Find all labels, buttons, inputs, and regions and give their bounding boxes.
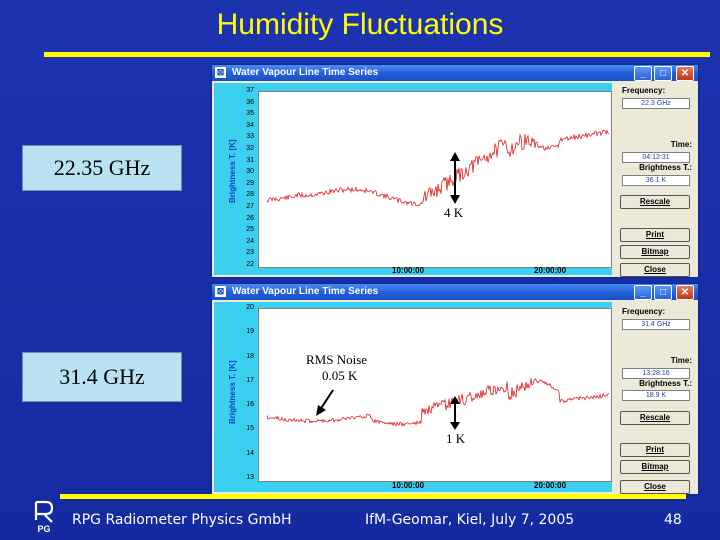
close-icon[interactable]: ✕ xyxy=(676,66,694,81)
y-tick: 37 xyxy=(246,87,254,94)
window-titlebar[interactable]: ⊠ Water Vapour Line Time Series _ □ ✕ xyxy=(212,284,698,300)
window-title: Water Vapour Line Time Series xyxy=(232,286,379,297)
y-tick: 32 xyxy=(246,145,254,152)
y-tick: 23 xyxy=(246,249,254,257)
time-value: 04:12:31 xyxy=(622,152,690,163)
close-button[interactable]: Close xyxy=(620,480,690,494)
footer-event: IfM-Geomar, Kiel, July 7, 2005 xyxy=(365,512,575,528)
time-label: Time: xyxy=(670,140,692,149)
x-tick: 10:00:00 xyxy=(392,481,425,490)
frequency-label-22ghz: 22.35 GHz xyxy=(22,145,182,191)
brightness-trace-22ghz xyxy=(266,129,610,207)
app-icon: ⊠ xyxy=(215,67,226,78)
annotation-rms-line2: 0.05 K xyxy=(322,368,358,383)
y-tick: 33 xyxy=(246,133,254,141)
time-value: 13:28:16 xyxy=(622,368,690,379)
brightness-value: 36.1 K xyxy=(622,175,690,186)
print-button[interactable]: Print xyxy=(620,228,690,242)
page-number: 48 xyxy=(664,512,682,528)
frequency-label-31ghz: 31.4 GHz xyxy=(22,352,182,402)
y-tick: 14 xyxy=(246,449,254,457)
app-icon: ⊠ xyxy=(215,286,226,297)
footer-divider xyxy=(60,494,686,499)
annotation-4k: 4 K xyxy=(444,205,464,220)
minimize-icon[interactable]: _ xyxy=(634,66,652,81)
x-tick: 10:00:00 xyxy=(392,266,425,275)
frequency-value: 22.3 GHz xyxy=(622,98,690,109)
rescale-button[interactable]: Rescale xyxy=(620,411,690,425)
y-tick: 30 xyxy=(246,168,254,176)
y-tick: 19 xyxy=(246,328,254,336)
y-tick: 28 xyxy=(246,191,254,199)
plot-area[interactable] xyxy=(258,91,612,268)
frequency-label: Frequency: xyxy=(622,307,666,316)
bitmap-button[interactable]: Bitmap xyxy=(620,245,690,259)
window-31ghz: ⊠ Water Vapour Line Time Series _ □ ✕ Br… xyxy=(211,283,699,495)
footer-company: RPG Radiometer Physics GmbH xyxy=(72,512,292,528)
maximize-icon[interactable]: □ xyxy=(654,66,672,81)
y-tick: 34 xyxy=(246,121,254,129)
annotation-rms-line1: RMS Noise xyxy=(306,352,368,367)
y-tick: 13 xyxy=(246,474,254,481)
frequency-value: 31.4 GHz xyxy=(622,319,690,330)
window-22ghz: ⊠ Water Vapour Line Time Series _ □ ✕ Br… xyxy=(211,64,699,278)
svg-text:PG: PG xyxy=(37,524,50,534)
close-icon[interactable]: ✕ xyxy=(676,285,694,300)
y-tick: 18 xyxy=(246,352,254,360)
x-tick: 20:00:00 xyxy=(534,266,567,275)
plot-area[interactable] xyxy=(258,308,612,482)
minimize-icon[interactable]: _ xyxy=(634,285,652,300)
maximize-icon[interactable]: □ xyxy=(654,285,672,300)
y-tick: 24 xyxy=(246,237,254,245)
y-tick: 26 xyxy=(246,214,254,222)
brightness-label: Brightness T.: xyxy=(639,163,692,172)
annotation-1k: 1 K xyxy=(446,431,466,446)
window-title: Water Vapour Line Time Series xyxy=(232,67,379,78)
window-titlebar[interactable]: ⊠ Water Vapour Line Time Series _ □ ✕ xyxy=(212,65,698,81)
y-tick: 31 xyxy=(246,156,254,164)
y-tick: 15 xyxy=(246,425,254,433)
y-tick: 17 xyxy=(246,376,254,384)
brightness-trace-31ghz xyxy=(266,378,610,427)
print-button[interactable]: Print xyxy=(620,443,690,457)
title-divider xyxy=(44,52,710,57)
rpg-logo: PG xyxy=(30,498,58,534)
frequency-label: Frequency: xyxy=(622,86,666,95)
y-tick: 29 xyxy=(246,179,254,187)
close-button[interactable]: Close xyxy=(620,263,690,277)
y-tick: 20 xyxy=(246,304,254,311)
x-tick: 20:00:00 xyxy=(534,481,567,490)
y-tick: 16 xyxy=(246,401,254,409)
y-tick: 35 xyxy=(246,110,254,118)
slide-title: Humidity Fluctuations xyxy=(216,8,504,41)
y-tick: 25 xyxy=(246,226,254,234)
y-tick: 22 xyxy=(246,261,254,268)
time-label: Time: xyxy=(670,356,692,365)
bitmap-button[interactable]: Bitmap xyxy=(620,460,690,474)
y-tick: 36 xyxy=(246,98,254,106)
rescale-button[interactable]: Rescale xyxy=(620,195,690,209)
brightness-label: Brightness T.: xyxy=(639,379,692,388)
y-tick: 27 xyxy=(246,203,254,210)
brightness-value: 18.9 K xyxy=(622,390,690,401)
